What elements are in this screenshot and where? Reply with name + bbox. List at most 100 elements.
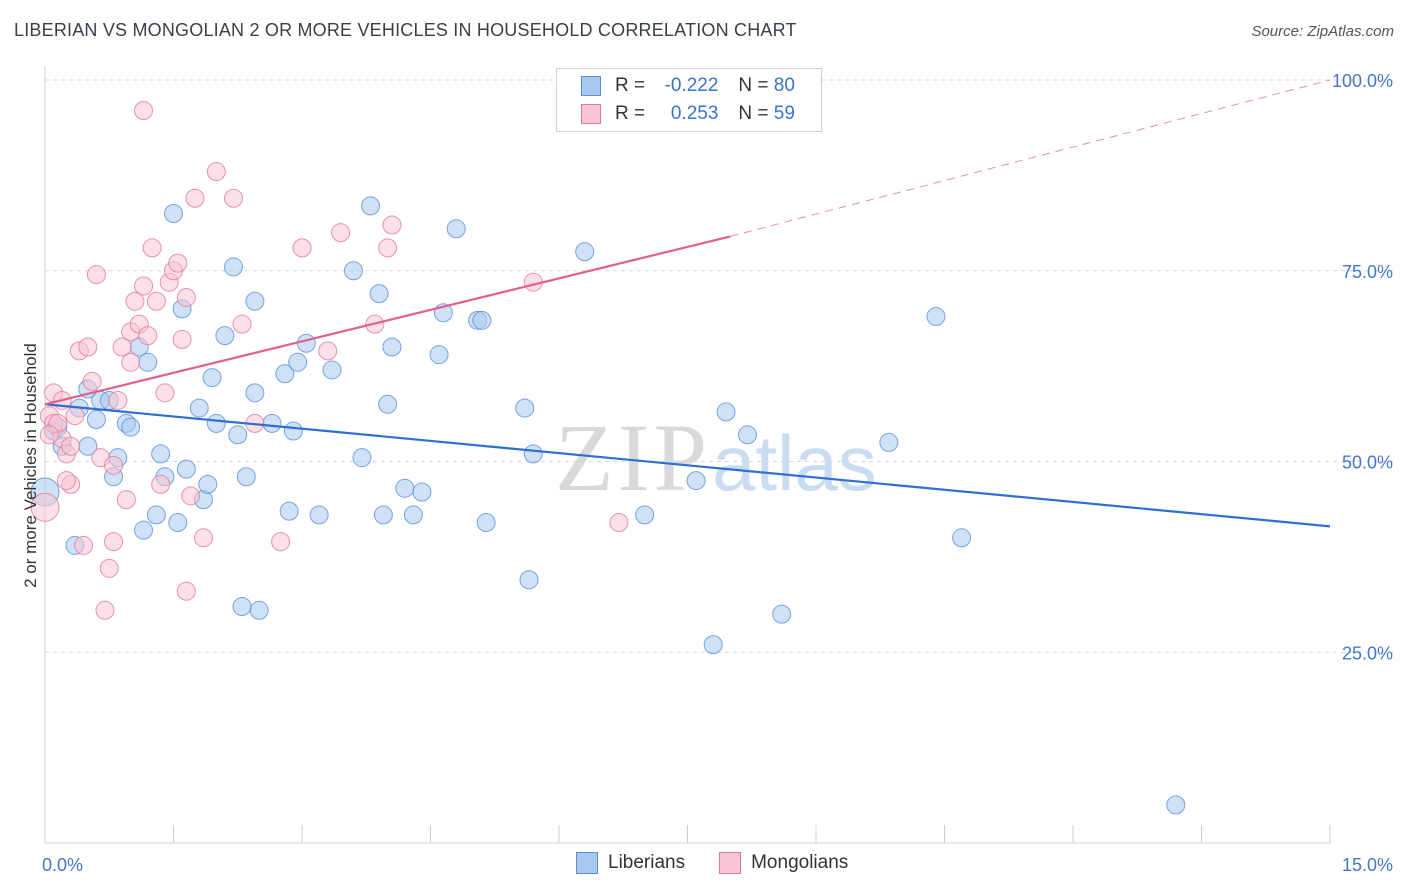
legend-r-value: 0.253 <box>670 103 719 124</box>
data-point-liberians <box>378 394 398 414</box>
data-point-mongolians <box>155 383 175 403</box>
y-tick-label: 25.0% <box>1342 643 1393 663</box>
watermark-zip: ZIP <box>555 404 711 511</box>
data-point-liberians <box>279 501 299 521</box>
data-point-mongolians <box>185 188 205 208</box>
data-point-liberians <box>206 413 226 433</box>
legend-swatch-liberians <box>576 852 598 874</box>
data-point-mongolians <box>193 528 213 548</box>
data-point-mongolians <box>56 471 76 491</box>
trend-line-liberians <box>44 403 1331 528</box>
data-point-mongolians <box>121 352 141 372</box>
data-point-mongolians <box>112 337 132 357</box>
data-point-liberians <box>373 505 393 525</box>
data-point-mongolians <box>382 215 402 235</box>
legend-item-liberians[interactable]: Liberians <box>576 852 685 874</box>
data-point-mongolians <box>78 337 98 357</box>
data-point-liberians <box>686 471 706 491</box>
data-point-mongolians <box>138 326 158 346</box>
y-tick-label: 75.0% <box>1342 262 1393 282</box>
data-point-liberians <box>1166 795 1186 815</box>
data-point-liberians <box>134 520 154 540</box>
data-point-mongolians <box>206 162 226 182</box>
data-point-liberians <box>228 425 248 445</box>
correlation-legend: R = -0.222 N = 80 R = 0.253 N = 59 <box>556 68 822 132</box>
data-point-mongolians <box>116 490 136 510</box>
legend-r-label: R = <box>615 75 646 96</box>
data-point-liberians <box>138 352 158 372</box>
data-point-liberians <box>86 410 106 430</box>
data-point-liberians <box>926 307 946 327</box>
data-point-liberians <box>198 474 218 494</box>
legend-n-value: 59 <box>773 103 795 124</box>
data-point-liberians <box>352 448 372 468</box>
data-point-liberians <box>515 398 535 418</box>
data-point-liberians <box>446 219 466 239</box>
data-point-liberians <box>382 337 402 357</box>
data-point-mongolians <box>146 291 166 311</box>
data-point-liberians <box>412 482 432 502</box>
data-point-liberians <box>202 368 222 388</box>
x-tick-label: 15.0% <box>1342 855 1393 875</box>
data-point-mongolians <box>39 425 59 445</box>
trend-lines <box>44 79 1331 528</box>
data-point-mongolians <box>176 287 196 307</box>
data-point-mongolians <box>172 329 192 349</box>
data-point-liberians <box>262 413 282 433</box>
data-point-mongolians <box>271 532 291 552</box>
data-point-mongolians <box>223 188 243 208</box>
legend-item-mongolians[interactable]: Mongolians <box>719 852 848 874</box>
data-point-liberians <box>275 364 295 384</box>
y-axis-title: 2 or more Vehicles in Household <box>21 343 40 588</box>
chart-title: LIBERIAN VS MONGOLIAN 2 OR MORE VEHICLES… <box>14 20 797 40</box>
data-point-liberians <box>476 513 496 533</box>
data-point-liberians <box>635 505 655 525</box>
data-point-mongolians <box>74 535 94 555</box>
legend-swatch-mongolians <box>581 104 601 124</box>
data-point-mongolians <box>168 253 188 273</box>
data-point-mongolians <box>125 291 145 311</box>
data-point-mongolians <box>134 276 154 296</box>
data-point-liberians <box>575 242 595 262</box>
source-label: Source: ZipAtlas.com <box>1251 23 1394 40</box>
y-tick-label: 100.0% <box>1332 71 1393 91</box>
data-point-liberians <box>772 604 792 624</box>
legend-row-mongolians: R = 0.253 N = 59 <box>581 101 795 127</box>
data-point-mongolians <box>82 371 102 391</box>
legend-swatch-liberians <box>581 76 601 96</box>
data-point-liberians <box>232 596 252 616</box>
trend-line-extension-mongolians <box>730 79 1331 237</box>
legend-swatch-mongolians <box>719 852 742 874</box>
data-point-mongolians <box>181 486 201 506</box>
axis-labels: 25.0% 50.0% 75.0% 100.0% 0.0% 15.0% 2 or more … <box>21 71 1393 875</box>
axes <box>44 66 1331 844</box>
data-point-liberians <box>361 196 381 216</box>
legend-n-label: N = <box>738 75 769 96</box>
data-point-mongolians <box>151 474 171 494</box>
data-point-liberians <box>283 421 303 441</box>
data-point-liberians <box>703 635 723 655</box>
grid-lines <box>45 79 1395 653</box>
data-point-mongolians <box>292 238 312 258</box>
data-point-liberians <box>309 505 329 525</box>
data-point-liberians <box>146 505 166 525</box>
data-point-mongolians <box>65 406 85 426</box>
watermark: ZIP atlas <box>555 404 877 511</box>
data-point-liberians <box>472 310 492 330</box>
data-point-mongolians <box>378 238 398 258</box>
data-point-mongolians <box>86 265 106 285</box>
legend-r-label: R = <box>615 103 646 124</box>
data-point-mongolians <box>331 223 351 243</box>
trend-line-mongolians <box>44 235 731 406</box>
data-point-mongolians <box>108 390 128 410</box>
series-legend: Liberians Mongolians <box>576 852 882 874</box>
data-point-mongolians <box>95 600 115 620</box>
data-point-liberians <box>369 284 389 304</box>
data-point-mongolians <box>99 558 119 578</box>
data-point-liberians <box>151 444 171 464</box>
data-point-mongolians <box>609 513 629 533</box>
data-point-liberians <box>519 570 539 590</box>
data-point-mongolians <box>134 101 154 121</box>
legend-n-label: N = <box>738 103 769 124</box>
